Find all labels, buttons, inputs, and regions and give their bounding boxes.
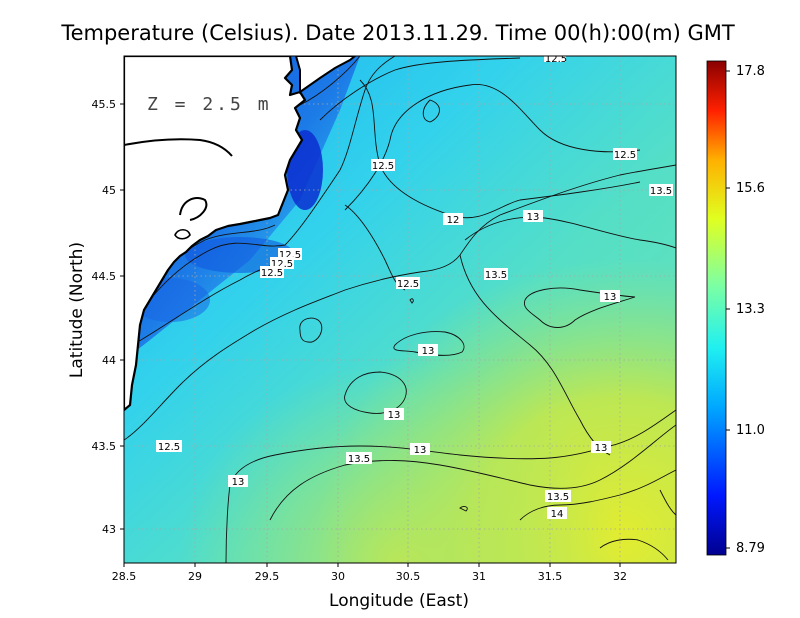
svg-text:14: 14	[551, 509, 564, 520]
x-tick-label: 32	[613, 570, 627, 583]
svg-text:13.5: 13.5	[348, 454, 370, 465]
svg-text:13: 13	[604, 292, 617, 303]
contour-label: 12	[443, 213, 463, 226]
colorbar-tick-label: 17.8	[736, 64, 765, 79]
colorbar-tick-label: 15.6	[736, 181, 765, 196]
contour-label: 12.5	[371, 159, 395, 172]
x-tick-label: 30	[331, 570, 345, 583]
contour-label: 13	[410, 443, 430, 456]
svg-text:13.5: 13.5	[547, 492, 569, 503]
colorbar-gradient	[706, 60, 727, 556]
y-tick-label: 45	[102, 184, 116, 197]
contour-label: 13.5	[545, 490, 571, 503]
svg-text:12.5: 12.5	[372, 161, 394, 172]
map-title: Temperature (Celsius). Date 2013.11.29. …	[60, 21, 735, 45]
contour-label: 12.5	[260, 266, 284, 279]
y-tick-label: 44.5	[92, 270, 117, 283]
x-tick-label: 31	[472, 570, 486, 583]
x-tick-label: 29.5	[255, 570, 280, 583]
svg-text:12.5: 12.5	[545, 54, 567, 65]
plot-frame	[123, 55, 677, 564]
svg-text:12.5: 12.5	[397, 279, 419, 290]
svg-text:13.5: 13.5	[485, 270, 507, 281]
colorbar-tick-label: 13.3	[736, 302, 765, 317]
contour-label: 13	[591, 441, 611, 454]
svg-text:12.5: 12.5	[279, 250, 301, 261]
y-tick-label: 43	[102, 523, 116, 536]
x-tick-label: 31.5	[538, 570, 563, 583]
x-tick-label: 30.5	[396, 570, 421, 583]
contour-label: 13	[228, 475, 248, 488]
contour-label: 13	[384, 408, 404, 421]
colorbar-tick-label: 8.79	[736, 541, 765, 556]
x-tick-label: 29	[188, 570, 202, 583]
svg-text:12.5: 12.5	[271, 259, 293, 270]
contour-label: 12.5	[544, 54, 567, 65]
colorbar: 17.8 15.6 13.3 11.0 8.79	[706, 60, 765, 556]
y-axis-title: Latitude (North)	[67, 242, 87, 378]
x-axis-title: Longitude (East)	[329, 591, 469, 611]
svg-text:13: 13	[595, 443, 608, 454]
svg-text:12: 12	[447, 215, 460, 226]
contour-label: 13.5	[484, 268, 508, 281]
svg-text:13: 13	[422, 346, 435, 357]
y-tick-label: 45.5	[92, 98, 117, 111]
svg-text:13: 13	[388, 410, 401, 421]
svg-text:13: 13	[414, 445, 427, 456]
depth-label: Z = 2.5 m	[147, 94, 272, 115]
grid-lines	[124, 56, 676, 563]
svg-text:13: 13	[527, 212, 540, 223]
x-axis: 28.5 29 29.5 30 30.5 31 31.5 32 Longitud…	[112, 563, 627, 611]
svg-text:12.5: 12.5	[261, 268, 283, 279]
contour-label: 13	[418, 344, 438, 357]
contour-labels: 12.5 12.5 12.5 12 13 13.5 12.5 12.5 13.5…	[156, 54, 673, 520]
y-axis: 43 43.5 44 44.5 45 45.5 Latitude (North)	[67, 98, 124, 536]
contour-label: 13	[600, 290, 620, 303]
contour-label: 13.5	[649, 184, 673, 197]
svg-text:13.5: 13.5	[650, 186, 672, 197]
y-tick-label: 44	[102, 354, 116, 367]
contour-label: 12.5	[396, 277, 420, 290]
contour-label: 12.5	[613, 148, 637, 161]
contour-label: 14	[547, 507, 567, 520]
svg-text:12.5: 12.5	[614, 150, 636, 161]
svg-text:12.5: 12.5	[158, 442, 180, 453]
svg-text:13: 13	[232, 477, 245, 488]
coastline-land	[124, 56, 357, 412]
contour-label: 13.5	[346, 452, 372, 465]
contour-label: 12.5	[156, 440, 182, 453]
colorbar-tick-label: 11.0	[736, 423, 765, 438]
y-tick-label: 43.5	[92, 440, 117, 453]
x-tick-label: 28.5	[112, 570, 137, 583]
plot-area: Z = 2.5 m 12.5 12.5 12.5 12 13 13.5 12.5…	[124, 54, 676, 563]
contour-label: 13	[523, 210, 543, 223]
